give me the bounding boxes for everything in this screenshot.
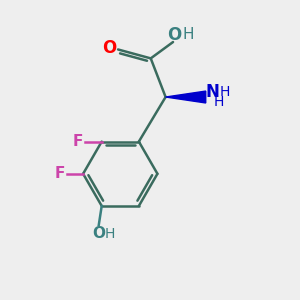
- Text: H: H: [105, 226, 115, 241]
- Text: O: O: [92, 226, 105, 241]
- Polygon shape: [166, 91, 206, 103]
- Text: O: O: [167, 26, 182, 44]
- Text: H: H: [214, 95, 224, 110]
- Text: H: H: [220, 85, 230, 99]
- Text: O: O: [103, 39, 117, 57]
- Text: N: N: [205, 83, 219, 101]
- Text: H: H: [183, 27, 194, 42]
- Text: F: F: [73, 134, 83, 149]
- Text: F: F: [54, 166, 64, 181]
